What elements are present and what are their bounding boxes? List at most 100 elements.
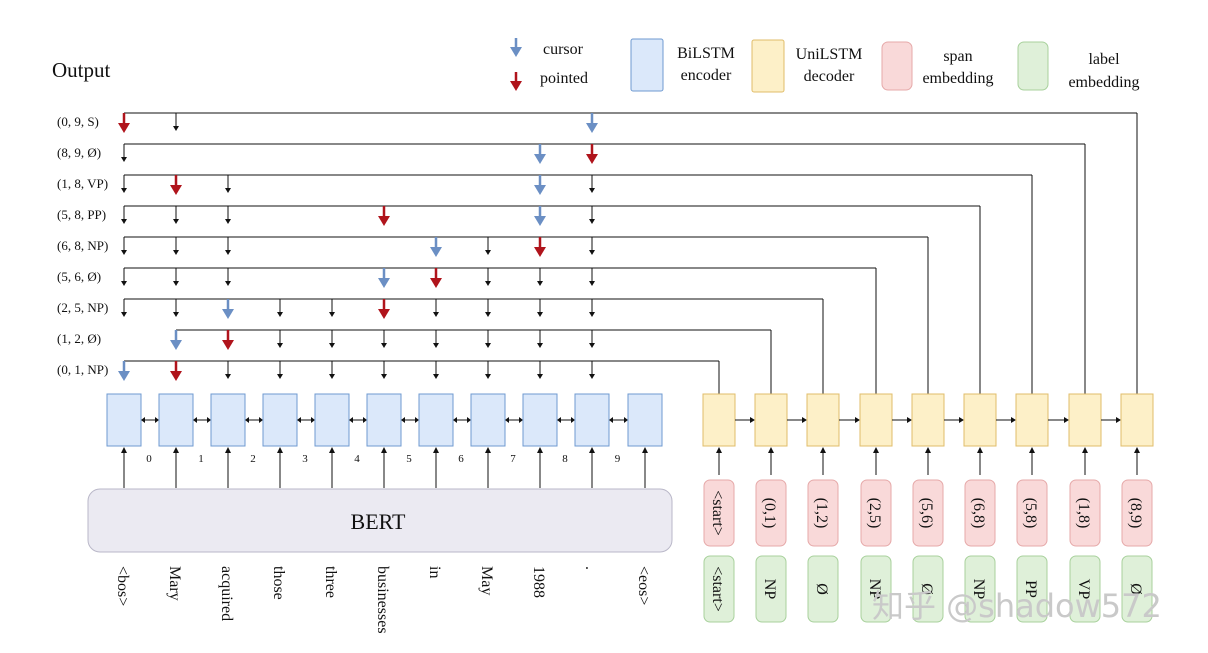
candidate-arrow-head bbox=[173, 126, 179, 131]
arrowhead bbox=[485, 447, 491, 453]
output-rows: (0, 9, S) (8, 9, Ø) (1, 8, VP) (5, 8, PP) (6… bbox=[57, 112, 1138, 394]
label-embedding-label: NP bbox=[970, 579, 987, 600]
arrowhead bbox=[141, 417, 145, 423]
arrowhead bbox=[977, 447, 983, 453]
position-index: 2 bbox=[250, 453, 256, 465]
legend: cursor pointed BiLSTM encoder UniLSTM de… bbox=[510, 38, 1140, 93]
candidate-arrow-head bbox=[485, 250, 491, 255]
output-title: Output bbox=[52, 58, 111, 82]
candidate-arrow bbox=[537, 268, 543, 286]
decoder-cell bbox=[754, 393, 788, 447]
input-token: Mary bbox=[166, 566, 183, 601]
pointed-arrow bbox=[378, 299, 390, 319]
candidate-arrow-head bbox=[433, 374, 439, 379]
candidate-arrow bbox=[485, 330, 491, 348]
cursor-arrow bbox=[534, 144, 546, 164]
span-embedding-box bbox=[1121, 479, 1153, 547]
candidate-arrow-head bbox=[225, 219, 231, 224]
candidate-arrow bbox=[589, 299, 595, 317]
input-token: 1988 bbox=[530, 566, 547, 598]
candidate-arrow-head bbox=[589, 219, 595, 224]
candidate-arrow-head bbox=[589, 343, 595, 348]
arrowhead bbox=[225, 447, 231, 453]
decoder-cell bbox=[1015, 393, 1049, 447]
candidate-arrow bbox=[381, 330, 387, 348]
arrowhead bbox=[121, 447, 127, 453]
label-embedding-box bbox=[964, 555, 996, 623]
decoder-cell bbox=[911, 393, 945, 447]
arrowhead bbox=[571, 417, 575, 423]
candidate-arrow-head bbox=[433, 343, 439, 348]
watermark: 知乎 @shadow572 bbox=[872, 587, 1162, 625]
output-row-label: (1, 8, VP) bbox=[57, 176, 108, 191]
arrowhead bbox=[537, 447, 543, 453]
candidate-arrow-head bbox=[329, 343, 335, 348]
cursor-arrow-head bbox=[378, 278, 390, 288]
candidate-arrow-head bbox=[589, 374, 595, 379]
arrowhead bbox=[855, 417, 860, 423]
candidate-arrow-head bbox=[485, 374, 491, 379]
arrowhead bbox=[415, 417, 419, 423]
output-row-label: (5, 8, PP) bbox=[57, 207, 106, 222]
cursor-arrow bbox=[586, 113, 598, 133]
candidate-arrow bbox=[277, 330, 283, 348]
candidate-arrow bbox=[121, 299, 127, 317]
position-index: 9 bbox=[615, 453, 621, 465]
candidate-arrow-head bbox=[173, 281, 179, 286]
pointed-arrow bbox=[118, 113, 130, 133]
candidate-arrow bbox=[589, 268, 595, 286]
pointed-arrow-head bbox=[118, 123, 130, 133]
position-index: 6 bbox=[458, 453, 464, 465]
pointed-arrow-head bbox=[586, 154, 598, 164]
candidate-arrow bbox=[537, 361, 543, 379]
output-row-label: (5, 6, Ø) bbox=[57, 269, 101, 284]
arrowhead bbox=[768, 447, 774, 453]
candidate-arrow bbox=[329, 330, 335, 348]
candidate-arrow bbox=[173, 206, 179, 224]
candidate-arrow bbox=[485, 361, 491, 379]
candidate-arrow-head bbox=[485, 312, 491, 317]
pointed-arrow-head bbox=[170, 185, 182, 195]
candidate-arrow-head bbox=[381, 343, 387, 348]
span-embedding-label: (0,1) bbox=[761, 498, 778, 529]
bilstm-encoder: 0 1 2 3 4 5 6 7 8 9 bbox=[106, 393, 663, 488]
input-token: businesses bbox=[374, 566, 391, 634]
encoder-cell bbox=[470, 393, 506, 447]
candidate-arrow-head bbox=[329, 374, 335, 379]
encoder-cell bbox=[158, 393, 194, 447]
arrowhead bbox=[155, 417, 159, 423]
input-token: three bbox=[322, 566, 339, 598]
legend-bilstm-swatch bbox=[630, 38, 664, 92]
candidate-arrow-head bbox=[225, 281, 231, 286]
candidate-arrow bbox=[121, 268, 127, 286]
span-embedding-box bbox=[755, 479, 787, 547]
candidate-arrow-head bbox=[173, 219, 179, 224]
arrowhead bbox=[925, 447, 931, 453]
cursor-arrow bbox=[378, 268, 390, 288]
legend-unilstm-swatch bbox=[751, 39, 785, 93]
input-token: . bbox=[582, 566, 599, 570]
candidate-arrow bbox=[225, 268, 231, 286]
label-embedding-box bbox=[860, 555, 892, 623]
label-embedding-label: PP bbox=[1022, 580, 1039, 598]
label-embedding-label: <start> bbox=[709, 566, 726, 612]
arrowhead bbox=[363, 417, 367, 423]
bert-label: BERT bbox=[351, 509, 406, 534]
legend-span-label-1: span bbox=[943, 48, 972, 65]
input-token: May bbox=[478, 566, 495, 595]
candidate-arrow bbox=[277, 361, 283, 379]
legend-bilstm-label-1: BiLSTM bbox=[677, 45, 735, 62]
encoder-cell bbox=[314, 393, 350, 447]
candidate-arrow bbox=[485, 299, 491, 317]
pointed-arrow-icon bbox=[510, 72, 522, 91]
decoder-cell bbox=[1120, 393, 1154, 447]
output-row-label: (0, 9, S) bbox=[57, 114, 99, 129]
candidate-arrow-head bbox=[173, 312, 179, 317]
arrowhead bbox=[467, 417, 471, 423]
arrowhead bbox=[329, 447, 335, 453]
candidate-arrow-head bbox=[121, 250, 127, 255]
candidate-arrow bbox=[589, 206, 595, 224]
position-index: 0 bbox=[146, 453, 152, 465]
cursor-arrow-head bbox=[430, 247, 442, 257]
